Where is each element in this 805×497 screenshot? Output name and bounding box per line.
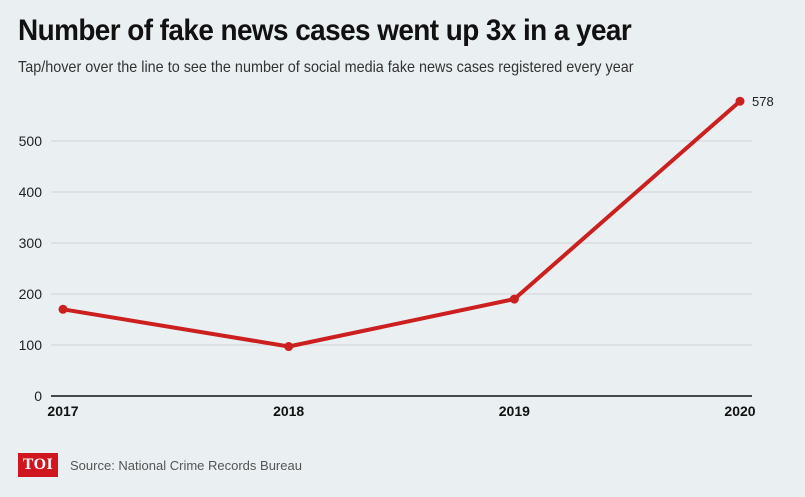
data-point-2019[interactable] xyxy=(509,294,519,304)
source-note: Source: National Crime Records Bureau xyxy=(70,457,302,473)
data-point-2018[interactable] xyxy=(284,342,294,352)
x-tick-label-2019: 2019 xyxy=(499,403,530,419)
x-axis-tick-labels: 2017 2018 2019 2020 xyxy=(47,403,755,419)
chart-subtitle: Tap/hover over the line to see the numbe… xyxy=(18,59,634,76)
line-chart: 0 100 200 300 400 500 2017 2018 2019 2020 578 xyxy=(19,94,774,419)
series-lines xyxy=(61,99,742,349)
data-labels: 578 xyxy=(752,94,774,109)
y-axis-tick-labels: 0 100 200 300 400 500 xyxy=(19,133,43,404)
data-label-2020: 578 xyxy=(752,94,774,109)
toi-logo: TOI xyxy=(18,453,58,477)
x-tick-label-2018: 2018 xyxy=(273,403,304,419)
y-tick-label-200: 200 xyxy=(19,286,43,302)
y-tick-label-500: 500 xyxy=(19,133,43,149)
x-tick-label-2020: 2020 xyxy=(724,403,755,419)
x-tick-label-2017: 2017 xyxy=(47,403,78,419)
data-point-2017[interactable] xyxy=(58,304,68,314)
footer: TOI Source: National Crime Records Burea… xyxy=(18,453,302,477)
series-line-0[interactable] xyxy=(61,99,742,349)
chart-title: Number of fake news cases went up 3x in … xyxy=(18,14,632,47)
data-point-2020[interactable] xyxy=(735,96,745,106)
y-tick-label-400: 400 xyxy=(19,184,43,200)
data-points xyxy=(58,96,745,352)
y-tick-label-300: 300 xyxy=(19,235,43,251)
y-tick-label-0: 0 xyxy=(34,388,42,404)
gridlines xyxy=(51,140,752,346)
y-tick-label-100: 100 xyxy=(19,337,43,353)
